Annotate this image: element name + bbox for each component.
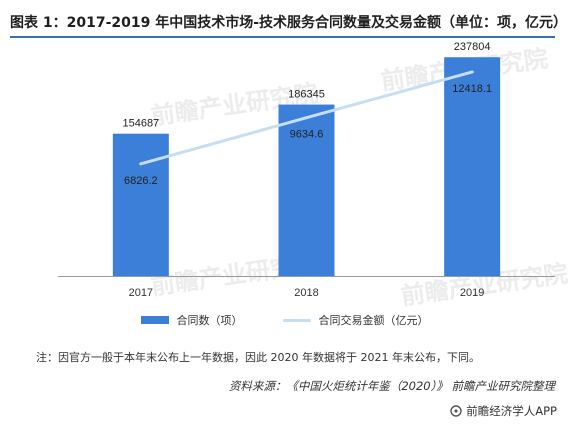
line-point-2019	[470, 70, 474, 74]
chart-title: 图表 1：2017-2019 年中国技术市场-技术服务合同数量及交易金额（单位：…	[10, 15, 568, 31]
brand-logo-icon	[450, 405, 462, 417]
line-value-label-2017: 6826.2	[124, 175, 158, 187]
bar-value-label-2017: 154687	[122, 118, 159, 130]
footnote: 注：因官方一般于本年末公布上一年数据，因此 2020 年数据将于 2021 年末…	[36, 351, 480, 364]
source-text: 资料来源：《中国火炬统计年鉴（2020）》 前瞻产业研究院整理	[228, 379, 555, 393]
legend: 合同数（项） 合同交易金额（亿元）	[0, 312, 569, 328]
line-value-label-2019: 12418.1	[452, 83, 492, 95]
bar-2019	[444, 57, 501, 276]
title-underline	[10, 36, 555, 38]
line-point-2017	[139, 162, 143, 166]
bar-value-label-2019: 237804	[454, 41, 491, 53]
brand-label: 前瞻经济学人APP	[466, 404, 557, 418]
legend-label-bar: 合同数（项）	[176, 314, 243, 327]
chart-canvas: 154687 2017 186345 2018 237804 2019 6826.2 9634…	[58, 41, 555, 299]
bar-2018	[278, 104, 335, 277]
legend-swatch-bar	[140, 316, 169, 324]
legend-item-line: 合同交易金额（亿元）	[282, 312, 429, 328]
x-tick-label-2019: 2019	[460, 287, 484, 299]
x-tick-label-2018: 2018	[294, 287, 318, 299]
legend-label-line: 合同交易金额（亿元）	[318, 314, 429, 327]
legend-item-bar: 合同数（项）	[140, 312, 243, 328]
bar-2017	[112, 133, 169, 276]
brand: 前瞻经济学人APP	[450, 403, 557, 419]
legend-swatch-line	[282, 318, 311, 322]
x-tick-label-2017: 2017	[129, 287, 153, 299]
line-point-2018	[305, 116, 308, 120]
line-value-label-2018: 9634.6	[290, 129, 324, 141]
bar-value-label-2018: 186345	[288, 89, 325, 101]
